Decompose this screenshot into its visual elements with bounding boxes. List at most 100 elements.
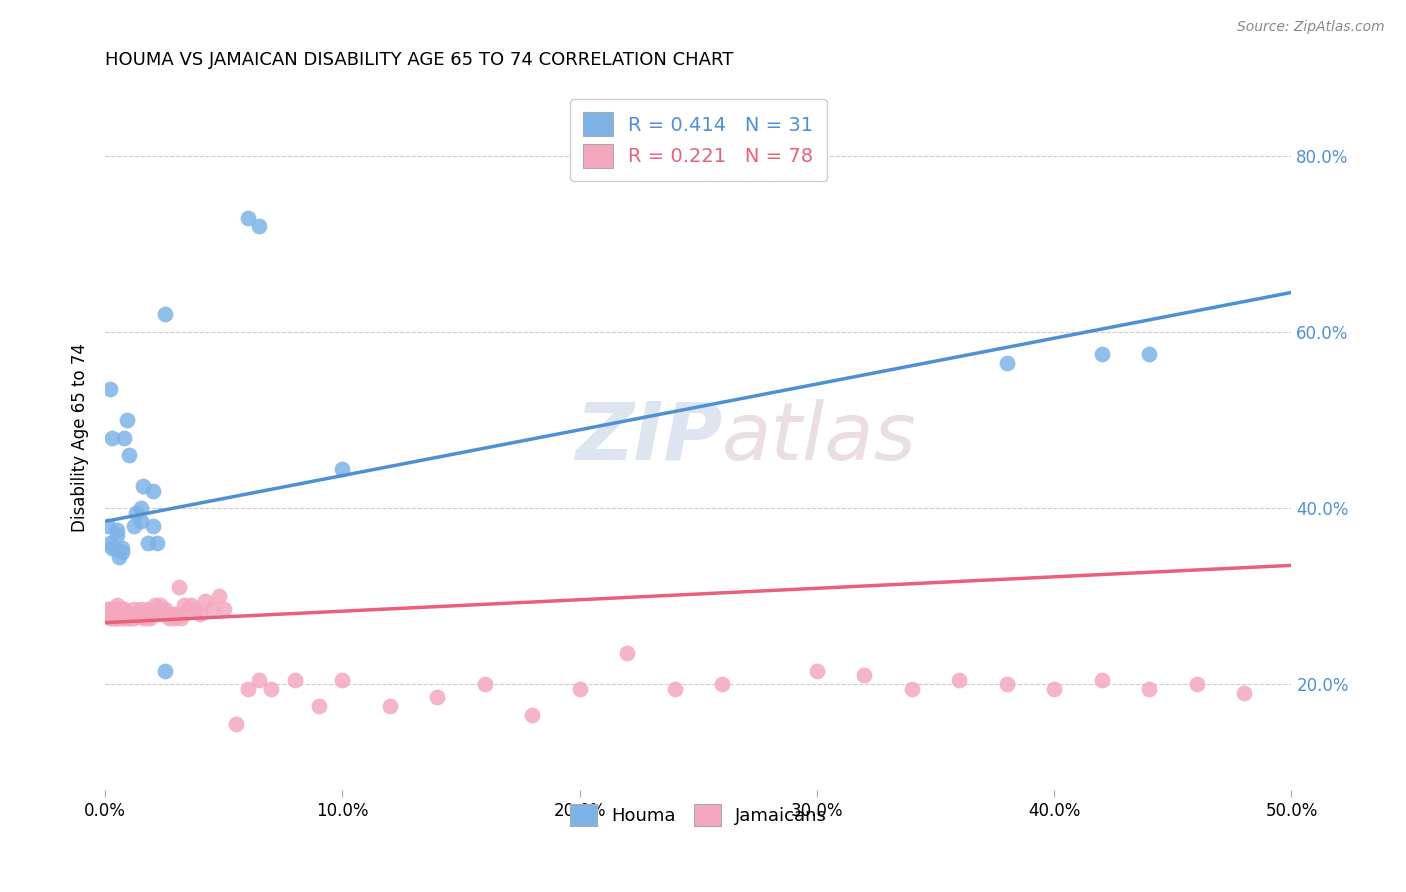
Point	[118, 611, 141, 625]
Point	[1185, 677, 1208, 691]
Point	[98, 602, 121, 616]
Point	[111, 611, 134, 625]
Point	[97, 602, 120, 616]
Point	[948, 673, 970, 687]
Point	[194, 593, 217, 607]
Point	[236, 681, 259, 696]
Point	[153, 308, 176, 322]
Point	[1137, 681, 1160, 696]
Point	[212, 602, 235, 616]
Point	[995, 677, 1018, 691]
Point	[101, 431, 124, 445]
Point	[125, 506, 148, 520]
Text: atlas: atlas	[723, 399, 917, 476]
Legend: Houma, Jamaicans: Houma, Jamaicans	[562, 797, 834, 834]
Point	[136, 536, 159, 550]
Point	[112, 431, 135, 445]
Point	[308, 699, 330, 714]
Point	[108, 549, 131, 564]
Point	[115, 611, 138, 625]
Point	[142, 607, 165, 621]
Point	[112, 602, 135, 616]
Point	[101, 607, 124, 621]
Point	[568, 681, 591, 696]
Point	[142, 518, 165, 533]
Point	[153, 602, 176, 616]
Point	[1137, 347, 1160, 361]
Point	[98, 382, 121, 396]
Point	[98, 536, 121, 550]
Point	[129, 607, 152, 621]
Point	[105, 523, 128, 537]
Point	[901, 681, 924, 696]
Point	[97, 518, 120, 533]
Point	[806, 664, 828, 678]
Point	[208, 589, 231, 603]
Text: ZIP: ZIP	[575, 399, 723, 476]
Point	[163, 611, 186, 625]
Point	[105, 611, 128, 625]
Point	[111, 541, 134, 555]
Point	[332, 461, 354, 475]
Point	[177, 602, 200, 616]
Point	[995, 356, 1018, 370]
Point	[127, 607, 149, 621]
Point	[129, 501, 152, 516]
Point	[474, 677, 496, 691]
Point	[142, 483, 165, 498]
Point	[160, 607, 183, 621]
Point	[104, 541, 127, 555]
Point	[1233, 686, 1256, 700]
Point	[104, 602, 127, 616]
Point	[136, 602, 159, 616]
Point	[129, 514, 152, 528]
Point	[118, 448, 141, 462]
Point	[105, 611, 128, 625]
Point	[146, 607, 169, 621]
Point	[378, 699, 401, 714]
Point	[853, 668, 876, 682]
Point	[104, 611, 127, 625]
Point	[146, 536, 169, 550]
Point	[522, 708, 544, 723]
Point	[122, 602, 145, 616]
Point	[184, 602, 207, 616]
Point	[112, 611, 135, 625]
Y-axis label: Disability Age 65 to 74: Disability Age 65 to 74	[72, 343, 89, 533]
Point	[129, 602, 152, 616]
Point	[120, 611, 142, 625]
Point	[105, 598, 128, 612]
Point	[143, 598, 166, 612]
Point	[111, 545, 134, 559]
Point	[1043, 681, 1066, 696]
Point	[664, 681, 686, 696]
Point	[249, 219, 271, 234]
Point	[132, 611, 155, 625]
Point	[156, 607, 179, 621]
Point	[157, 611, 180, 625]
Point	[1091, 673, 1114, 687]
Point	[616, 647, 638, 661]
Point	[115, 413, 138, 427]
Point	[284, 673, 307, 687]
Point	[170, 611, 193, 625]
Point	[225, 717, 247, 731]
Point	[108, 602, 131, 616]
Point	[101, 611, 124, 625]
Point	[135, 611, 157, 625]
Point	[153, 664, 176, 678]
Point	[201, 602, 224, 616]
Point	[122, 611, 145, 625]
Point	[108, 607, 131, 621]
Point	[115, 607, 138, 621]
Point	[180, 598, 202, 612]
Point	[149, 598, 172, 612]
Point	[118, 607, 141, 621]
Point	[167, 581, 190, 595]
Point	[249, 673, 271, 687]
Point	[260, 681, 283, 696]
Point	[165, 607, 187, 621]
Point	[101, 541, 124, 555]
Point	[426, 690, 449, 705]
Point	[236, 211, 259, 225]
